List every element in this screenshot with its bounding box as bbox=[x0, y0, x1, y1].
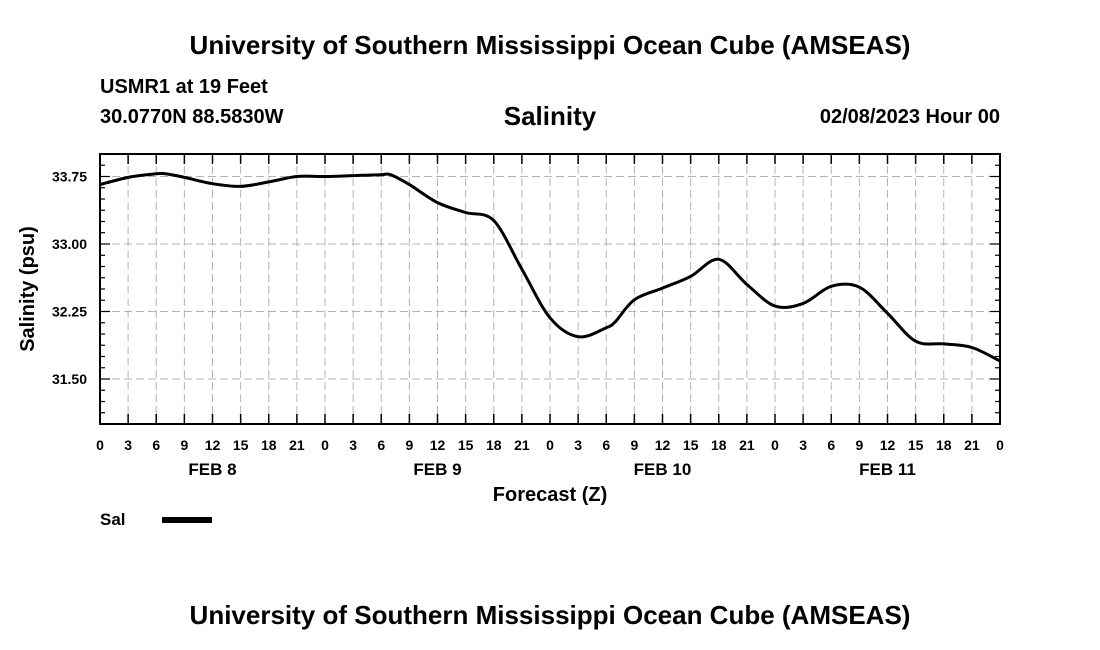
x-tick-label: 9 bbox=[180, 437, 188, 453]
x-tick-label: 0 bbox=[996, 437, 1004, 453]
day-label: FEB 9 bbox=[413, 460, 461, 479]
x-tick-label: 6 bbox=[602, 437, 610, 453]
x-tick-label: 12 bbox=[430, 437, 446, 453]
x-tick-label: 9 bbox=[630, 437, 638, 453]
x-tick-label: 6 bbox=[827, 437, 835, 453]
series-line-sal bbox=[99, 171, 1001, 363]
y-axis-title: Salinity (psu) bbox=[17, 226, 39, 352]
chart-footer-title: University of Southern Mississippi Ocean… bbox=[189, 600, 911, 630]
chart-title: Salinity bbox=[503, 101, 597, 131]
x-tick-label: 6 bbox=[377, 437, 385, 453]
x-tick-label: 3 bbox=[799, 437, 807, 453]
x-axis-title: Forecast (Z) bbox=[493, 484, 607, 506]
chart-main-title: University of Southern Mississippi Ocean… bbox=[189, 30, 911, 60]
x-tick-label: 15 bbox=[908, 437, 924, 453]
x-tick-label: 9 bbox=[405, 437, 413, 453]
forecast-date: 02/08/2023 Hour 00 bbox=[819, 106, 1000, 128]
y-tick-label: 33.75 bbox=[52, 169, 87, 185]
x-tick-label: 15 bbox=[458, 437, 474, 453]
y-tick-label: 32.25 bbox=[52, 304, 87, 320]
x-tick-label: 15 bbox=[233, 437, 249, 453]
station-label: USMR1 at 19 Feet bbox=[100, 76, 268, 98]
x-tick-label: 18 bbox=[711, 437, 727, 453]
plot-frame bbox=[99, 153, 1001, 425]
x-tick-label: 18 bbox=[261, 437, 277, 453]
day-label: FEB 11 bbox=[859, 460, 916, 479]
day-label: FEB 8 bbox=[188, 460, 236, 479]
x-tick-label: 12 bbox=[880, 437, 896, 453]
y-tick-label: 31.50 bbox=[52, 371, 87, 387]
x-tick-label: 21 bbox=[739, 437, 755, 453]
x-tick-label: 18 bbox=[936, 437, 952, 453]
legend-label: Sal bbox=[100, 510, 126, 529]
x-tick-label: 9 bbox=[855, 437, 863, 453]
x-tick-label: 21 bbox=[289, 437, 305, 453]
day-label: FEB 10 bbox=[634, 460, 692, 479]
x-tick-label: 3 bbox=[574, 437, 582, 453]
x-tick-label: 15 bbox=[683, 437, 699, 453]
x-tick-label: 0 bbox=[96, 437, 104, 453]
x-tick-label: 12 bbox=[205, 437, 221, 453]
x-tick-label: 12 bbox=[655, 437, 671, 453]
x-tick-label: 3 bbox=[349, 437, 357, 453]
x-tick-label: 21 bbox=[514, 437, 530, 453]
x-tick-label: 0 bbox=[321, 437, 329, 453]
x-tick-label: 21 bbox=[964, 437, 980, 453]
station-coordinates: 30.0770N 88.5830W bbox=[100, 106, 284, 128]
x-tick-label: 6 bbox=[152, 437, 160, 453]
legend-line-swatch bbox=[162, 517, 212, 523]
x-tick-label: 3 bbox=[124, 437, 132, 453]
y-tick-label: 33.00 bbox=[52, 236, 87, 252]
x-tick-label: 0 bbox=[546, 437, 554, 453]
x-tick-label: 18 bbox=[486, 437, 502, 453]
grid-lines bbox=[100, 154, 1000, 424]
x-tick-label: 0 bbox=[771, 437, 779, 453]
